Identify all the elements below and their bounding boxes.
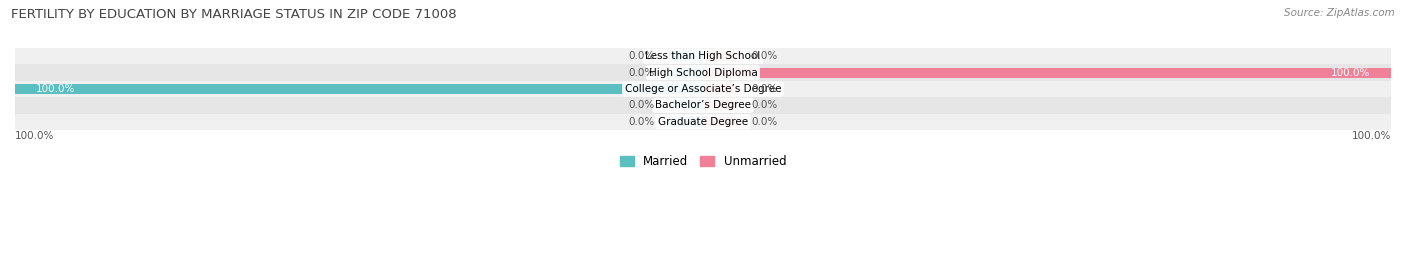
Bar xyxy=(15,65,1391,81)
Text: 0.0%: 0.0% xyxy=(628,100,655,110)
Bar xyxy=(703,51,737,61)
Bar xyxy=(15,84,703,94)
Text: 0.0%: 0.0% xyxy=(751,84,778,94)
Text: Less than High School: Less than High School xyxy=(645,51,761,61)
Text: 100.0%: 100.0% xyxy=(1331,68,1371,78)
Legend: Married, Unmarried: Married, Unmarried xyxy=(620,155,786,168)
Text: FERTILITY BY EDUCATION BY MARRIAGE STATUS IN ZIP CODE 71008: FERTILITY BY EDUCATION BY MARRIAGE STATU… xyxy=(11,8,457,21)
Text: 0.0%: 0.0% xyxy=(751,100,778,110)
Bar xyxy=(703,84,737,94)
Bar xyxy=(15,97,1391,114)
Text: 0.0%: 0.0% xyxy=(751,117,778,127)
Bar xyxy=(703,100,737,110)
Text: 0.0%: 0.0% xyxy=(751,51,778,61)
Text: 100.0%: 100.0% xyxy=(1351,132,1391,141)
Text: 0.0%: 0.0% xyxy=(628,51,655,61)
Text: 0.0%: 0.0% xyxy=(628,68,655,78)
Bar xyxy=(703,117,737,127)
Bar xyxy=(15,114,1391,130)
Text: High School Diploma: High School Diploma xyxy=(648,68,758,78)
Text: College or Associate’s Degree: College or Associate’s Degree xyxy=(624,84,782,94)
Bar xyxy=(669,117,703,127)
Bar xyxy=(15,48,1391,65)
Text: 0.0%: 0.0% xyxy=(628,117,655,127)
Text: Graduate Degree: Graduate Degree xyxy=(658,117,748,127)
Text: Source: ZipAtlas.com: Source: ZipAtlas.com xyxy=(1284,8,1395,18)
Text: Bachelor’s Degree: Bachelor’s Degree xyxy=(655,100,751,110)
Bar xyxy=(669,68,703,77)
Bar xyxy=(669,100,703,110)
Bar xyxy=(15,81,1391,97)
Text: 100.0%: 100.0% xyxy=(15,132,55,141)
Bar xyxy=(703,68,1391,77)
Text: 100.0%: 100.0% xyxy=(35,84,75,94)
Bar xyxy=(669,51,703,61)
